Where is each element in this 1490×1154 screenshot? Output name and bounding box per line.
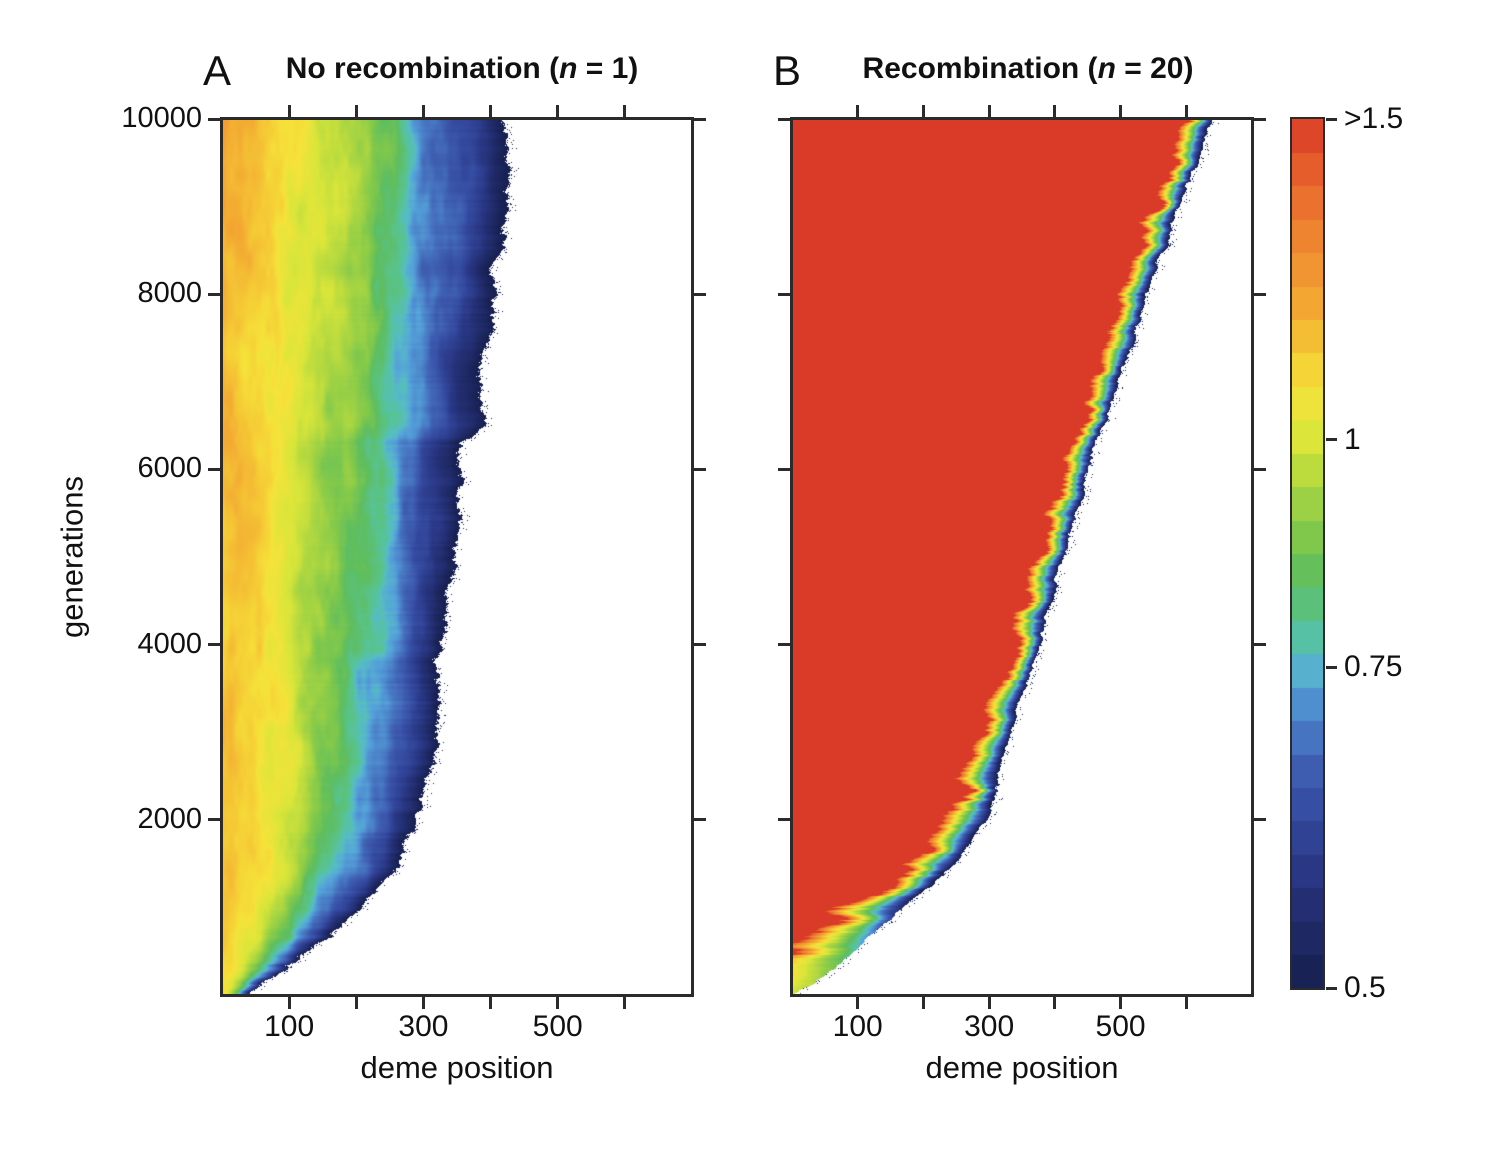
x-axis-tick-top	[1184, 105, 1188, 117]
x-axis-tick	[421, 997, 425, 1009]
x-axis-tick	[921, 997, 925, 1009]
y-tick-label: 2000	[137, 802, 202, 835]
y-tick-label: 10000	[121, 102, 202, 134]
panel-b-title: Recombination (n = 20)	[818, 54, 1238, 84]
x-tick-label: 100	[264, 1010, 315, 1043]
x-axis-tick	[1119, 997, 1123, 1009]
colorbar-tick-label: 0.75	[1344, 650, 1403, 684]
y-tick-label: 4000	[137, 627, 202, 660]
y-axis-tick	[208, 117, 220, 121]
x-axis-tick	[354, 997, 358, 1009]
x-axis-label-panel-b: deme position	[925, 1050, 1119, 1085]
y-axis-tick-right	[1254, 117, 1266, 121]
x-axis-tick	[556, 997, 560, 1009]
y-axis-tick	[778, 292, 790, 296]
colorbar-gradient	[1292, 119, 1323, 988]
x-axis-tick-top	[354, 105, 358, 117]
y-axis-tick	[208, 643, 220, 647]
x-axis-label-panel-a: deme position	[360, 1050, 554, 1085]
panel-a-letter: A	[203, 47, 232, 94]
x-axis-tick	[623, 997, 627, 1009]
x-axis-tick-top	[987, 105, 991, 117]
colorbar-tick	[1326, 117, 1337, 121]
panel-b-letter: B	[773, 47, 802, 94]
panel-a-title: No recombination (n = 1)	[252, 54, 672, 84]
x-axis-tick	[1184, 997, 1188, 1009]
y-axis-tick-right	[694, 643, 706, 647]
y-tick-label: 8000	[137, 277, 202, 310]
panel-b-title-suffix: = 20)	[1115, 52, 1194, 85]
y-tick-label: 6000	[137, 452, 202, 485]
y-axis-tick	[208, 818, 220, 822]
x-axis-tick-top	[421, 105, 425, 117]
y-axis-tick	[778, 467, 790, 471]
colorbar-tick	[1326, 665, 1337, 669]
x-axis-tick	[987, 997, 991, 1009]
x-axis-tick-top	[623, 105, 627, 117]
x-axis-tick-top	[856, 105, 860, 117]
x-axis-tick-top	[1119, 105, 1123, 117]
colorbar-tick	[1326, 438, 1337, 442]
y-axis-tick-right	[1254, 818, 1266, 822]
panel-b-title-n: n	[1097, 52, 1116, 85]
colorbar-tick	[1326, 986, 1337, 990]
colorbar-tick-label: >1.5	[1344, 102, 1404, 135]
x-axis-tick-top	[287, 105, 291, 117]
x-axis-tick	[287, 997, 291, 1009]
y-axis-tick-right	[1254, 467, 1266, 471]
panel-a-title-prefix: No recombination (	[285, 52, 560, 85]
y-axis-tick	[208, 292, 220, 296]
x-tick-label: 100	[832, 1010, 883, 1043]
x-axis-tick	[856, 997, 860, 1009]
y-axis-tick	[778, 818, 790, 822]
y-axis-tick-right	[694, 117, 706, 121]
heatmap-panel-a	[222, 119, 692, 995]
x-axis-tick-top	[556, 105, 560, 117]
y-axis-tick-right	[694, 467, 706, 471]
panel-a-title-suffix: = 1)	[577, 52, 639, 85]
colorbar-tick-label: 0.5	[1344, 971, 1386, 1004]
x-tick-label: 500	[532, 1010, 583, 1043]
y-axis-tick	[208, 467, 220, 471]
x-axis-tick-top	[921, 105, 925, 117]
colorbar-tick-label: 1	[1344, 422, 1361, 456]
x-tick-label: 300	[398, 1010, 449, 1043]
x-axis-tick-top	[489, 105, 493, 117]
y-axis-label: generations	[54, 475, 90, 639]
y-axis-tick-right	[694, 818, 706, 822]
y-axis-tick-right	[1254, 292, 1266, 296]
x-tick-label: 500	[1095, 1010, 1146, 1043]
x-axis-tick-top	[1053, 105, 1057, 117]
y-axis-tick	[778, 643, 790, 647]
x-tick-label: 300	[964, 1010, 1015, 1043]
y-axis-tick-right	[1254, 643, 1266, 647]
y-axis-tick	[778, 117, 790, 121]
panel-b-title-prefix: Recombination (	[862, 52, 1098, 85]
y-axis-tick-right	[694, 292, 706, 296]
x-axis-tick	[1053, 997, 1057, 1009]
heatmap-panel-b	[792, 119, 1252, 995]
panel-a-title-n: n	[559, 52, 578, 85]
x-axis-tick	[489, 997, 493, 1009]
